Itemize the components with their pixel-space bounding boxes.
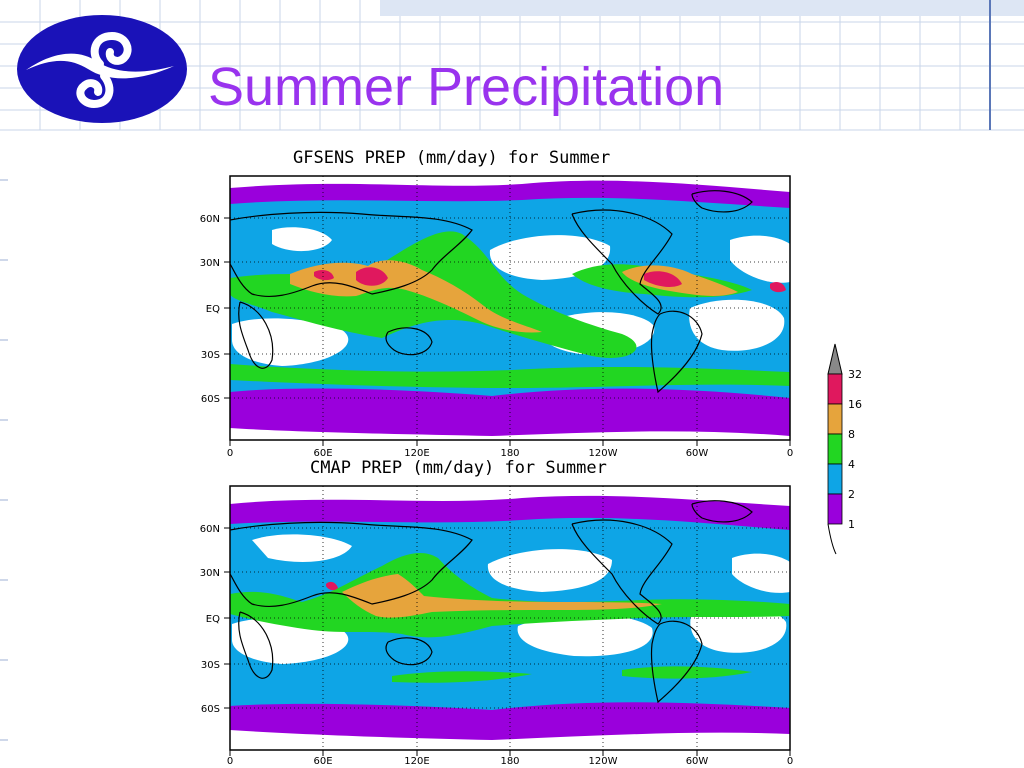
legend-label: 8 <box>848 428 855 441</box>
legend-label: 4 <box>848 458 855 471</box>
dry-area <box>690 605 787 653</box>
y-tick-label: 60N <box>200 524 220 535</box>
x-tick-label: 0 <box>787 448 793 459</box>
precip-band-red <box>326 581 338 591</box>
y-tick-label: 30N <box>200 568 220 579</box>
map-title: GFSENS PREP (mm/day) for Summer <box>293 148 611 168</box>
x-tick-label: 180 <box>500 756 519 767</box>
y-tick-label: EQ <box>206 304 220 315</box>
dry-area <box>487 549 612 592</box>
legend-label: 16 <box>848 398 862 411</box>
precip-band-red <box>356 267 388 286</box>
y-tick-label: 60S <box>201 394 220 405</box>
coastlines <box>230 500 753 704</box>
precip-band-orange <box>342 574 662 618</box>
x-tick-label: 0 <box>227 448 233 459</box>
x-tick-label: 0 <box>227 756 233 767</box>
dry-area <box>732 553 790 593</box>
dry-area <box>517 614 653 657</box>
y-tick-label: EQ <box>206 614 220 625</box>
precip-band-green <box>392 671 532 683</box>
y-tick-label: 60N <box>200 214 220 225</box>
dry-area <box>689 299 785 351</box>
precip-map-cmap: 60N 30N EQ 30S 60S 0 60E 120E 180 120W 6… <box>200 485 793 767</box>
precip-band-red <box>644 271 682 287</box>
legend-label: 2 <box>848 488 855 501</box>
coastlines <box>230 190 753 394</box>
slide-title: Summer Precipitation <box>208 57 725 117</box>
legend-label: 32 <box>848 368 862 381</box>
grid-lines <box>230 486 790 750</box>
legend-label: 1 <box>848 518 855 531</box>
precip-band-orange <box>290 260 542 333</box>
x-tick-label: 60W <box>686 756 709 767</box>
precip-band-red <box>314 270 334 281</box>
x-tick-label: 120E <box>404 756 429 767</box>
x-tick-label: 120E <box>404 448 429 459</box>
map-title: CMAP PREP (mm/day) for Summer <box>310 458 607 478</box>
dry-area <box>489 235 611 280</box>
dry-area <box>730 235 790 283</box>
x-tick-label: 60E <box>313 756 332 767</box>
precip-band-red <box>770 282 786 293</box>
dry-area <box>272 227 332 252</box>
axis-ticks <box>224 217 791 446</box>
x-tick-label: 120W <box>589 756 618 767</box>
y-tick-label: 30S <box>201 660 220 671</box>
x-tick-label: 120W <box>589 448 618 459</box>
y-tick-label: 60S <box>201 704 220 715</box>
legend-bin <box>827 433 843 465</box>
legend-bin <box>827 463 843 495</box>
axis-ticks <box>224 527 791 756</box>
dry-area <box>232 318 349 366</box>
legend-underflow-tail <box>827 523 837 555</box>
x-tick-label: 0 <box>787 756 793 767</box>
y-tick-label: 30S <box>201 350 220 361</box>
precip-map-gfsens: 60N 30N EQ 30S 60S 0 60E 120E 180 120W 6… <box>200 175 793 459</box>
legend-bin <box>827 403 843 435</box>
x-tick-label: 180 <box>500 448 519 459</box>
legend-bin <box>827 493 843 525</box>
legend-overflow-triangle <box>827 343 843 375</box>
cloud-swirl-icon <box>17 15 187 123</box>
y-tick-label: 30N <box>200 258 220 269</box>
precip-band-green <box>230 552 790 638</box>
x-tick-label: 60E <box>313 448 332 459</box>
color-legend: 1 2 4 8 16 32 <box>827 343 862 555</box>
dry-area <box>252 534 352 562</box>
grid-lines <box>230 176 790 440</box>
legend-bin <box>827 373 843 405</box>
x-tick-label: 60W <box>686 448 709 459</box>
